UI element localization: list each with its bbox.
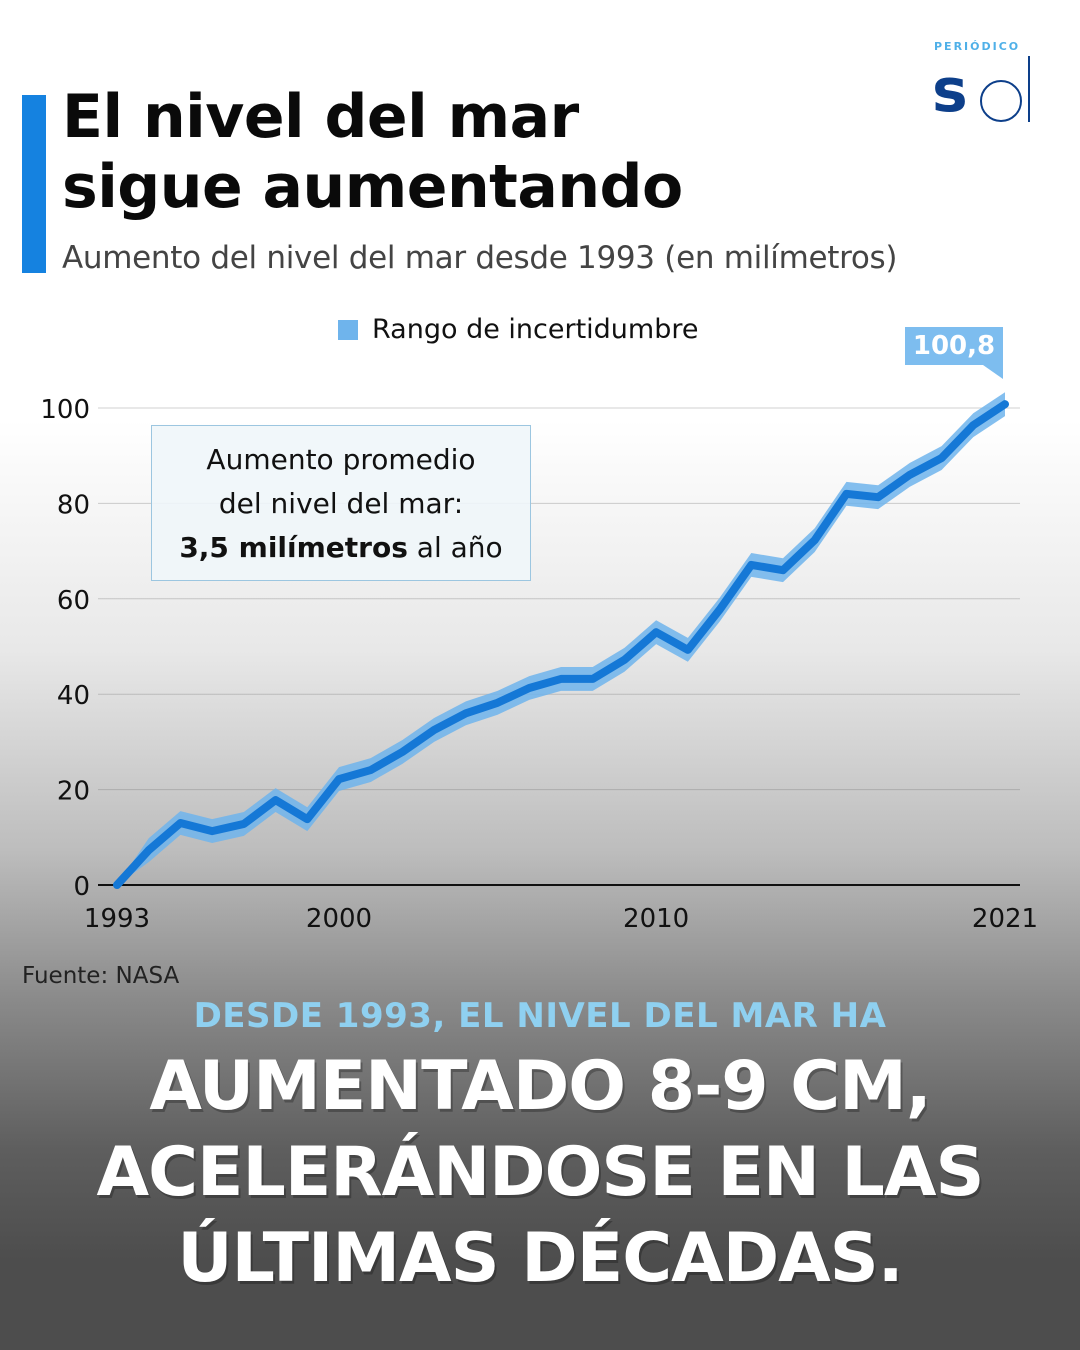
data-point-2002 [399,748,406,755]
data-point-2014 [780,567,786,574]
footer-kicker: DESDE 1993, EL NIVEL DEL MAR HA [193,996,887,1036]
y-tick-label-80: 80 [57,490,90,520]
title-line-2: sigue aumentando [62,152,683,222]
legend-label-uncertainty: Rango de incertidumbre [372,314,699,345]
callout-rest: al año [407,531,503,564]
data-point-2011 [684,646,691,653]
data-point-2012 [716,606,723,613]
data-point-2003 [431,726,438,733]
title-accent-bar [22,95,46,273]
data-point-2009 [621,656,628,663]
data-point-2004 [462,710,469,717]
end-value-label: 100,8 [905,327,1003,365]
data-point-1998 [272,797,279,804]
headline-line-3: ÚLTIMAS DÉCADAS. [177,1219,903,1298]
source-note: Fuente: NASA [22,963,180,989]
data-point-2016 [843,490,850,497]
legend-swatch-uncertainty [338,320,358,340]
callout-line-2: del nivel del mar: [218,487,464,520]
chart-subtitle: Aumento del nivel del mar desde 1993 (en… [62,240,898,276]
logo-top-text: PERIÓDICO [934,40,1021,53]
x-tick-label-2010: 2010 [623,904,689,934]
average-rise-callout: Aumento promedio del nivel del mar: 3,5 … [151,425,531,581]
data-point-2019 [938,455,945,462]
x-tick-label-1993: 1993 [84,904,150,934]
logo-d-letter-icon [980,56,1030,122]
data-point-2005 [494,699,501,706]
uncertainty-band [117,392,1005,885]
y-tick-label-20: 20 [57,777,90,807]
data-point-2015 [811,537,818,544]
x-tick-label-2021: 2021 [972,904,1038,934]
data-point-1996 [209,828,216,835]
data-point-2013 [748,561,755,568]
data-point-2001 [367,767,374,774]
data-point-1997 [240,820,247,827]
logo-s-letter: s [932,56,968,126]
title-line-1: El nivel del mar [62,82,579,152]
chart-title: El nivel del mar sigue aumentando [62,82,683,222]
sea-level-chart: 0 20 40 60 80 100 1993 2000 2010 2021 [40,392,1038,934]
data-point-2020 [970,422,977,429]
data-point-2010 [653,629,660,636]
data-point-2006 [526,684,533,691]
y-tick-label-0: 0 [73,872,90,902]
headline-line-1: AUMENTADO 8-9 CM, [149,1047,931,1126]
periodico-sd-logo: PERIÓDICO s [930,40,1040,124]
data-point-2021 [1002,401,1008,408]
x-tick-label-2000: 2000 [306,904,372,934]
data-point-2018 [906,471,913,478]
data-point-2017 [875,494,882,501]
data-point-1995 [177,819,184,826]
callout-line-3: 3,5 milímetros al año [152,526,530,570]
data-point-2008 [589,675,596,682]
data-point-1993 [114,882,120,888]
data-point-1994 [145,847,152,854]
end-value-label-pointer [983,365,1003,379]
y-tick-label-60: 60 [57,586,90,616]
headline-line-2: ACELERÁNDOSE EN LAS [96,1133,985,1212]
callout-bold-value: 3,5 milímetros [179,531,408,564]
y-tick-label-100: 100 [40,395,90,425]
chart-legend: Rango de incertidumbre [338,312,698,348]
y-tick-label-40: 40 [57,681,90,711]
footer-headline: AUMENTADO 8-9 CM, ACELERÁNDOSE EN LAS ÚL… [0,1044,1080,1302]
callout-line-1: Aumento promedio [206,443,476,476]
data-point-2000 [336,776,342,783]
data-point-1999 [304,816,311,823]
data-point-2007 [558,675,564,682]
